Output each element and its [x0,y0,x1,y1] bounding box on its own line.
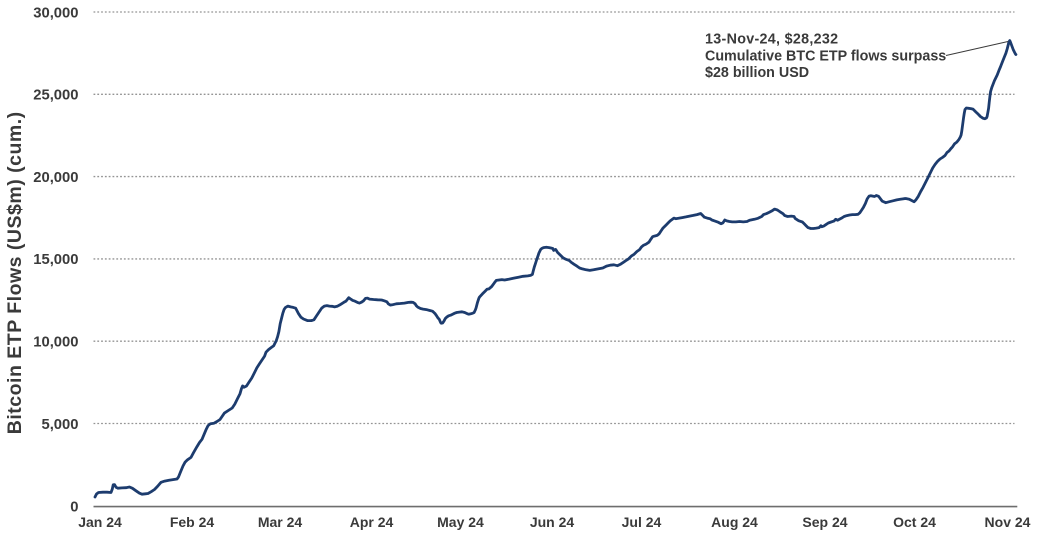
svg-text:Jun 24: Jun 24 [530,514,575,530]
svg-text:10,000: 10,000 [33,335,78,351]
svg-text:30,000: 30,000 [33,5,78,21]
svg-text:Oct 24: Oct 24 [893,514,936,530]
svg-text:0: 0 [70,500,78,516]
svg-text:13-Nov-24, $28,232: 13-Nov-24, $28,232 [705,32,838,48]
svg-text:20,000: 20,000 [33,170,78,186]
svg-text:25,000: 25,000 [33,88,78,104]
svg-text:15,000: 15,000 [33,252,78,268]
svg-text:Jul 24: Jul 24 [622,514,662,530]
svg-text:Cumulative BTC ETP flows surpa: Cumulative BTC ETP flows surpass [705,48,946,64]
svg-text:Mar 24: Mar 24 [258,514,303,530]
svg-text:May 24: May 24 [437,514,484,530]
svg-text:Sep 24: Sep 24 [802,514,847,530]
svg-text:Bitcoin ETP Flows (US$m) (cum.: Bitcoin ETP Flows (US$m) (cum.) [4,111,26,434]
svg-text:Feb 24: Feb 24 [170,514,215,530]
svg-text:$28 billion USD: $28 billion USD [705,65,809,81]
svg-text:5,000: 5,000 [41,417,78,433]
svg-text:Aug 24: Aug 24 [711,514,758,530]
svg-text:Nov 24: Nov 24 [985,514,1031,530]
svg-text:Jan 24: Jan 24 [78,514,122,530]
svg-text:Apr 24: Apr 24 [350,514,394,530]
